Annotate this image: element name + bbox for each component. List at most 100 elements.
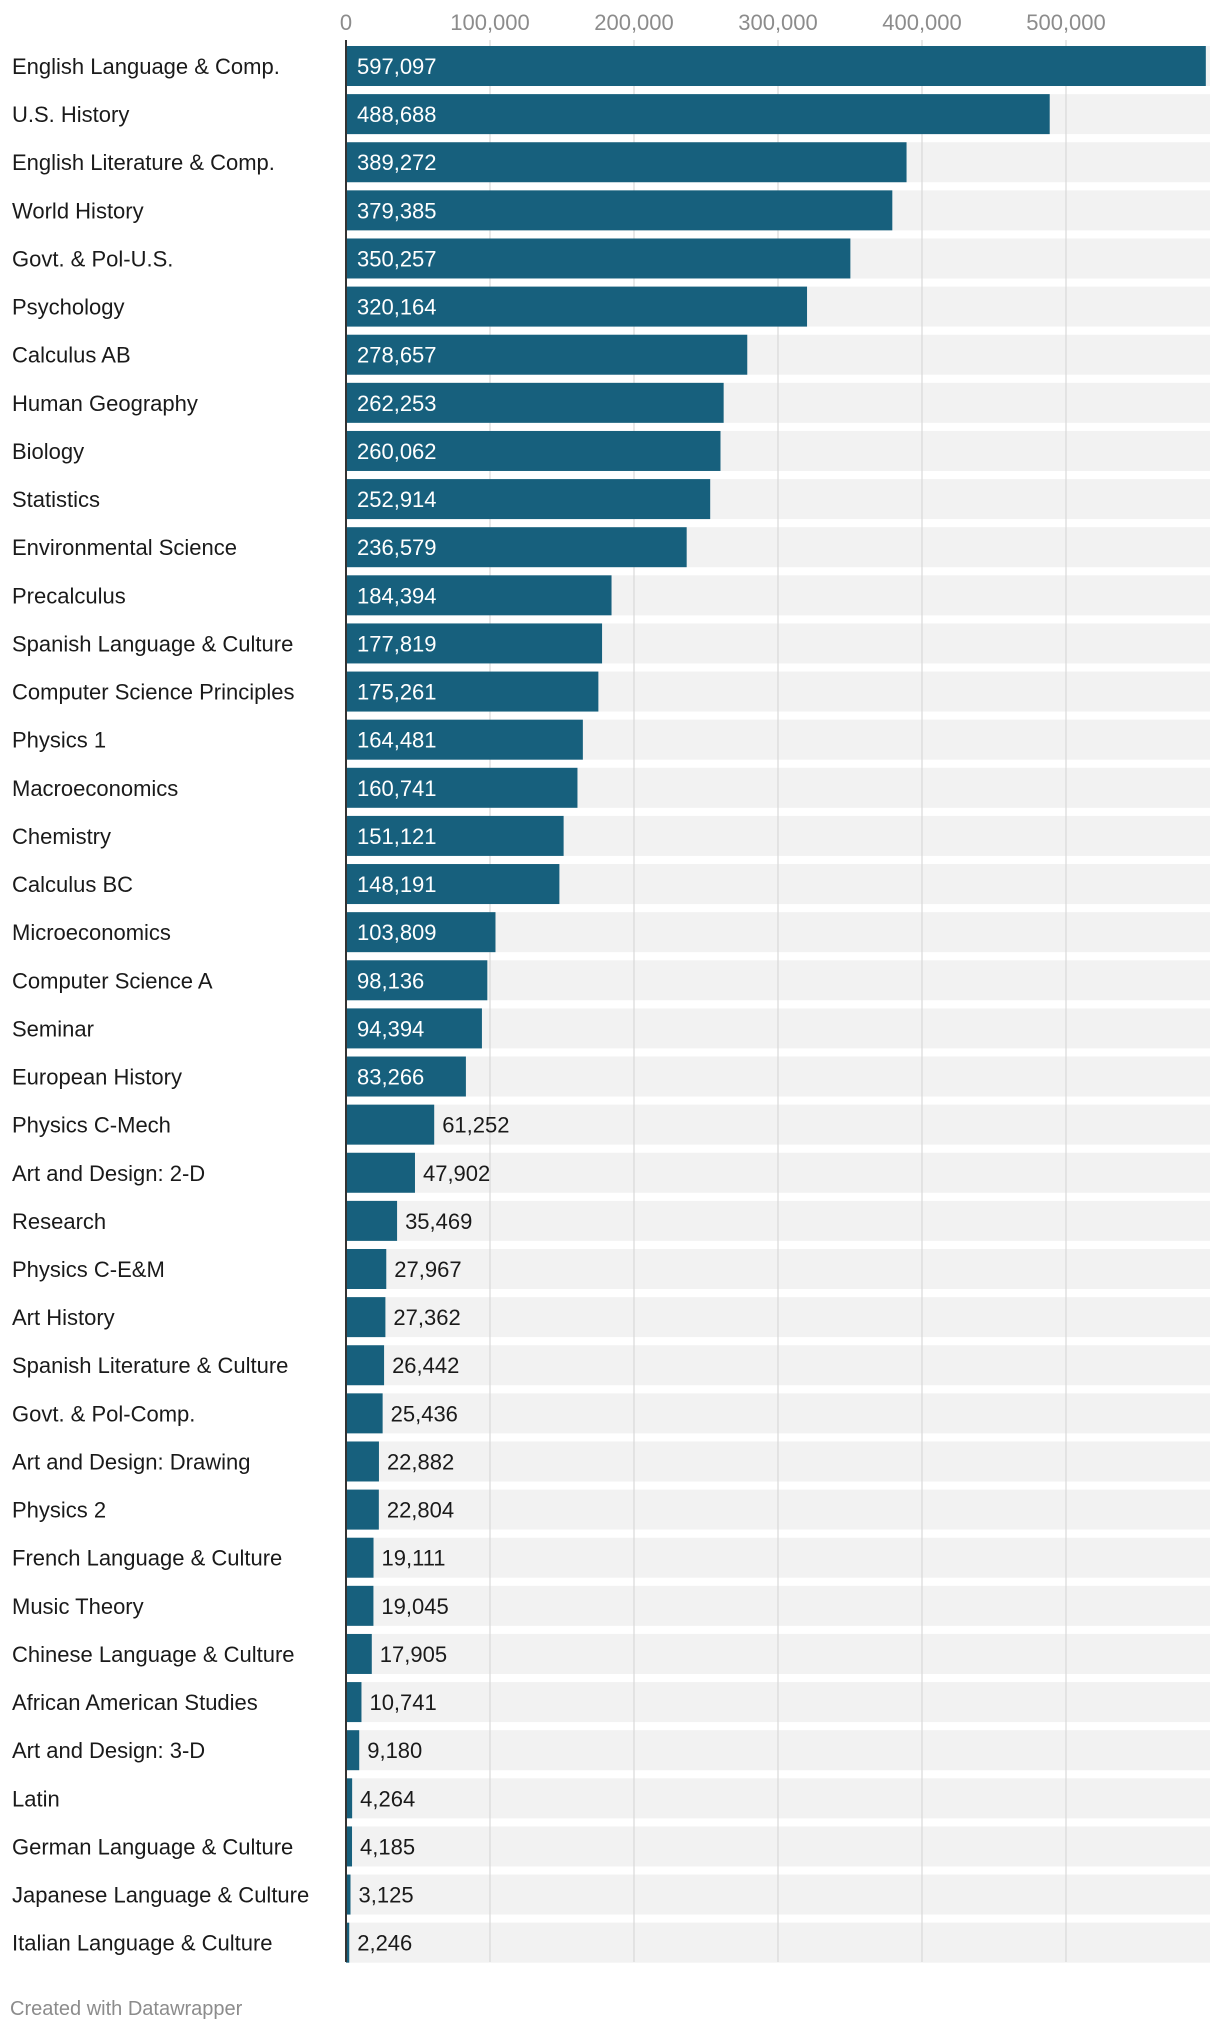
- value-label: 4,185: [360, 1834, 415, 1859]
- value-label: 320,164: [357, 295, 437, 320]
- datawrapper-credit: Created with Datawrapper: [10, 1998, 243, 2020]
- category-labels: English Language & Comp. U.S. History Engl…: [12, 54, 309, 1956]
- value-label: 151,121: [357, 824, 437, 849]
- value-label: 175,261: [357, 680, 437, 705]
- category-label: Govt. & Pol-U.S.: [12, 246, 173, 271]
- value-label: 278,657: [357, 343, 437, 368]
- value-label: 35,469: [405, 1209, 472, 1234]
- bar: [346, 719, 583, 760]
- category-label: African American Studies: [12, 1690, 258, 1715]
- category-label: Computer Science Principles: [12, 680, 294, 705]
- category-label: Calculus BC: [12, 872, 133, 897]
- category-label: Art and Design: 3-D: [12, 1738, 205, 1763]
- value-label: 22,882: [387, 1449, 454, 1474]
- bar: [346, 527, 687, 568]
- value-label: 17,905: [380, 1642, 447, 1667]
- bar: [346, 1200, 398, 1241]
- category-label: Physics 2: [12, 1498, 106, 1523]
- bar: [346, 1922, 350, 1963]
- value-label: 236,579: [357, 535, 437, 560]
- category-label: Seminar: [12, 1016, 94, 1041]
- bar: [346, 238, 851, 279]
- bar: [346, 1874, 351, 1915]
- value-label: 3,125: [359, 1883, 414, 1908]
- bar: [346, 1345, 385, 1386]
- category-label: Precalculus: [12, 583, 126, 608]
- bar: [346, 430, 721, 471]
- category-label: Calculus AB: [12, 343, 131, 368]
- category-label: Physics 1: [12, 728, 106, 753]
- bar: [346, 46, 1206, 86]
- value-label: 252,914: [357, 487, 437, 512]
- value-label: 27,967: [394, 1257, 461, 1282]
- x-tick-label: 400,000: [882, 10, 962, 35]
- bar: [346, 1297, 386, 1338]
- category-label: Psychology: [12, 295, 125, 320]
- value-label: 83,266: [357, 1065, 424, 1090]
- bar: [346, 864, 560, 905]
- category-label: German Language & Culture: [12, 1834, 293, 1859]
- bar: [346, 767, 578, 808]
- category-label: Govt. & Pol-Comp.: [12, 1401, 195, 1426]
- value-label: 2,246: [357, 1931, 412, 1956]
- value-label: 25,436: [391, 1401, 458, 1426]
- category-label: European History: [12, 1065, 182, 1090]
- category-label: French Language & Culture: [12, 1546, 282, 1571]
- value-label: 164,481: [357, 728, 437, 753]
- category-label: Research: [12, 1209, 106, 1234]
- category-label: Macroeconomics: [12, 776, 178, 801]
- category-label: Art and Design: Drawing: [12, 1449, 250, 1474]
- value-label: 160,741: [357, 776, 437, 801]
- value-label: 103,809: [357, 920, 437, 945]
- value-label: 177,819: [357, 631, 437, 656]
- category-label: World History: [12, 198, 144, 223]
- bar: [346, 1008, 482, 1049]
- bar: [346, 1104, 435, 1145]
- bar: [346, 334, 748, 375]
- value-label: 19,045: [381, 1594, 448, 1619]
- value-label: 262,253: [357, 391, 437, 416]
- x-tick-labels: 0 100,000 200,000 300,000 400,000 500,000: [340, 10, 1106, 35]
- bar: [346, 912, 496, 953]
- bar: [346, 1682, 362, 1723]
- category-label: Human Geography: [12, 391, 198, 416]
- bar: [346, 1056, 466, 1097]
- bar: [346, 671, 599, 712]
- value-label: 47,902: [423, 1161, 490, 1186]
- value-label: 379,385: [357, 198, 437, 223]
- bar: [346, 1441, 379, 1482]
- category-label: Spanish Language & Culture: [12, 631, 293, 656]
- value-label: 260,062: [357, 439, 437, 464]
- bar: [346, 623, 603, 664]
- value-label: 61,252: [442, 1113, 509, 1138]
- value-label: 10,741: [369, 1690, 436, 1715]
- category-label: Statistics: [12, 487, 100, 512]
- bar: [346, 94, 1050, 135]
- x-tick-label: 200,000: [594, 10, 674, 35]
- bar: [346, 1537, 374, 1578]
- value-label: 22,804: [387, 1498, 454, 1523]
- x-tick-label: 300,000: [738, 10, 818, 35]
- value-label: 26,442: [392, 1353, 459, 1378]
- value-label: 27,362: [393, 1305, 460, 1330]
- category-label: Environmental Science: [12, 535, 237, 560]
- category-label: Italian Language & Culture: [12, 1931, 273, 1956]
- value-label: 94,394: [357, 1016, 424, 1041]
- value-label: 98,136: [357, 968, 424, 993]
- category-label: English Language & Comp.: [12, 54, 280, 79]
- x-tick-label: 100,000: [450, 10, 530, 35]
- bar: [346, 1489, 379, 1530]
- bar: [346, 286, 808, 327]
- bars: [346, 46, 1206, 1963]
- bar: [346, 575, 612, 616]
- x-tick-label: 500,000: [1026, 10, 1106, 35]
- value-label: 389,272: [357, 150, 437, 175]
- bar: [346, 1152, 415, 1193]
- category-label: English Literature & Comp.: [12, 150, 275, 175]
- value-label: 148,191: [357, 872, 437, 897]
- bar: [346, 1826, 353, 1867]
- bar: [346, 1249, 387, 1289]
- bar: [346, 1730, 360, 1771]
